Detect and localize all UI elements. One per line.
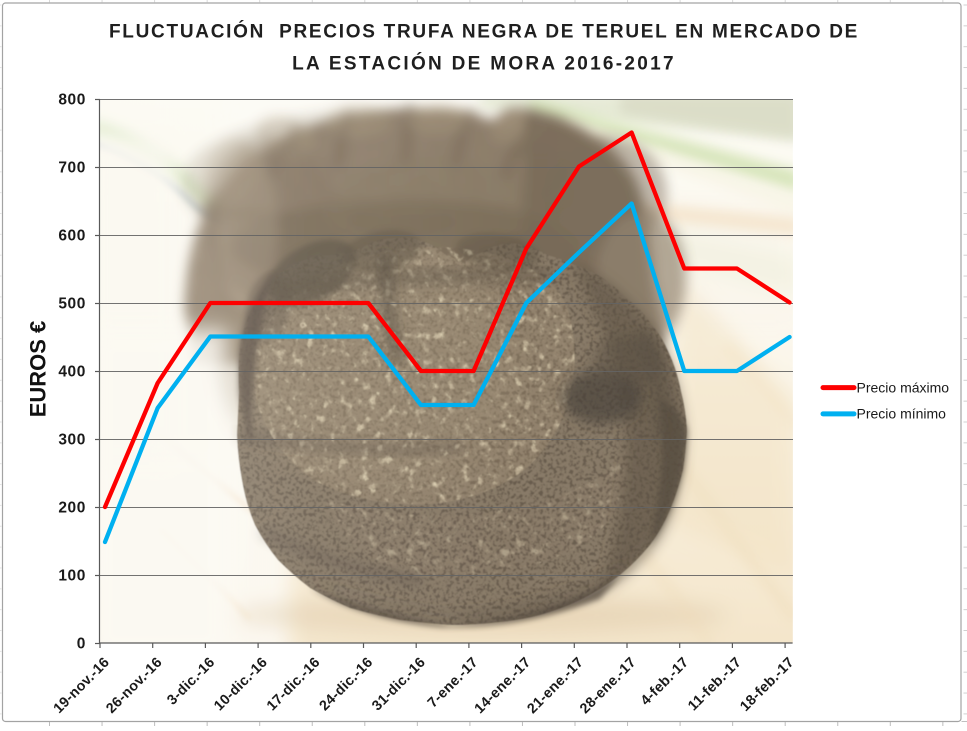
svg-text:Precio máximo: Precio máximo — [857, 379, 950, 395]
svg-text:0: 0 — [77, 636, 86, 653]
svg-text:700: 700 — [58, 160, 86, 177]
svg-text:300: 300 — [58, 432, 86, 449]
svg-text:LA ESTACIÓN DE MORA 2016-2017: LA ESTACIÓN DE MORA 2016-2017 — [292, 53, 676, 75]
svg-text:EUROS €: EUROS € — [26, 321, 51, 418]
svg-text:400: 400 — [58, 364, 86, 381]
svg-text:100: 100 — [58, 568, 86, 585]
svg-text:200: 200 — [58, 500, 86, 517]
svg-text:600: 600 — [58, 228, 86, 245]
svg-text:800: 800 — [58, 92, 86, 109]
svg-text:500: 500 — [58, 296, 86, 313]
svg-text:Precio mínimo: Precio mínimo — [857, 406, 947, 422]
svg-text:FLUCTUACIÓN PRECIOS TRUFA NEG: FLUCTUACIÓN PRECIOS TRUFA NEGRA DE TERUE… — [109, 21, 859, 43]
